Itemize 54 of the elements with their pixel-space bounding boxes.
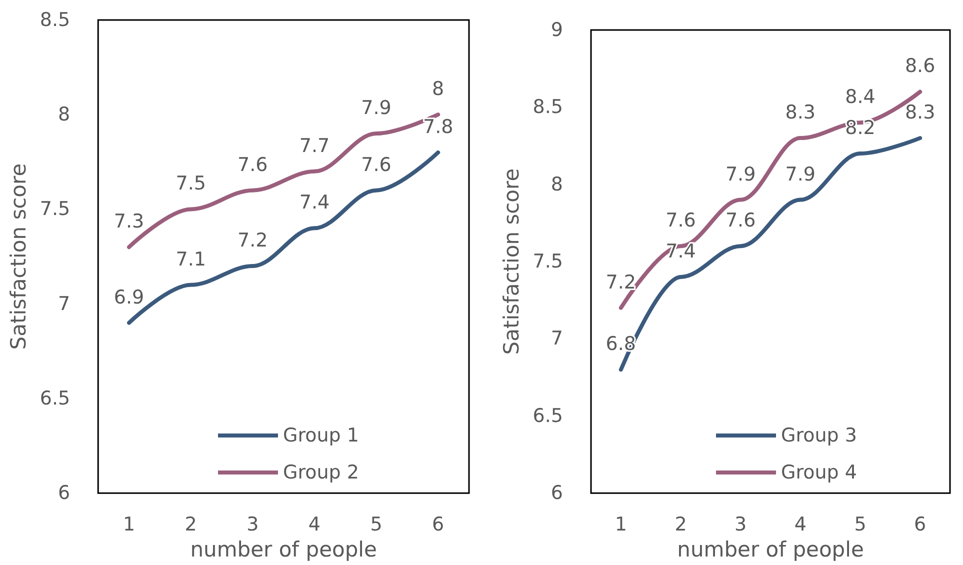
data-label: 6.9: [114, 286, 144, 308]
y-tick-label: 6: [58, 482, 70, 504]
x-tick-label: 4: [308, 514, 321, 536]
data-label: 7.1: [176, 248, 206, 270]
legend-label: Group 4: [781, 462, 857, 484]
data-label: 7.4: [299, 192, 330, 214]
data-label: 7.6: [238, 154, 268, 176]
y-tick-label: 7.5: [40, 198, 70, 220]
x-tick-label: 5: [370, 514, 382, 536]
data-label: 7.2: [238, 230, 268, 252]
data-label: 7.8: [422, 116, 454, 138]
x-tick-label: 1: [122, 514, 136, 536]
x-tick-label: 3: [734, 514, 747, 536]
y-tick-label: 6: [550, 482, 563, 504]
y-axis-title: Satisfaction score: [499, 168, 524, 355]
data-label: 7.7: [299, 134, 330, 157]
data-label: 8.4: [845, 86, 876, 108]
legend-label: Group 2: [283, 462, 359, 484]
y-tick-label: 9: [550, 19, 563, 41]
y-tick-label: 7.5: [532, 250, 563, 273]
data-label: 8: [432, 78, 444, 100]
x-tick-label: 2: [184, 514, 197, 536]
data-label: 7.9: [785, 163, 816, 186]
data-label: 7.6: [725, 210, 756, 232]
data-label: 7.5: [176, 172, 206, 195]
data-label: 7.2: [606, 271, 636, 294]
data-label: 7.9: [725, 163, 756, 186]
y-tick-label: 8: [58, 104, 70, 126]
y-axis-title: Satisfaction score: [6, 163, 30, 350]
y-tick-label: 7: [550, 328, 563, 350]
data-label: 7.3: [114, 210, 144, 233]
y-tick-label: 6.5: [532, 404, 563, 427]
data-label: 7.6: [361, 154, 392, 176]
x-axis-title: number of people: [190, 538, 377, 562]
data-label: 7.6: [666, 210, 696, 232]
x-tick-label: 4: [794, 514, 806, 536]
x-tick-label: 3: [246, 514, 259, 536]
y-tick-label: 8: [550, 173, 563, 196]
x-tick-label: 6: [432, 514, 444, 536]
legend-label: Group 3: [781, 424, 857, 446]
x-tick-label: 2: [674, 514, 687, 536]
data-label: 8.3: [785, 102, 816, 124]
y-tick-label: 8.5: [532, 96, 563, 118]
data-label: 8.3: [904, 102, 936, 124]
y-tick-label: 8.5: [40, 9, 70, 31]
x-tick-label: 6: [914, 514, 926, 536]
y-tick-label: 7: [58, 292, 70, 315]
data-label: 8.6: [904, 55, 936, 78]
data-label: 7.9: [361, 97, 392, 120]
y-tick-label: 6.5: [40, 387, 70, 410]
x-tick-label: 1: [614, 514, 627, 536]
x-axis-title: number of people: [677, 538, 864, 562]
legend-label: Group 1: [283, 424, 359, 446]
x-tick-label: 5: [854, 514, 866, 536]
